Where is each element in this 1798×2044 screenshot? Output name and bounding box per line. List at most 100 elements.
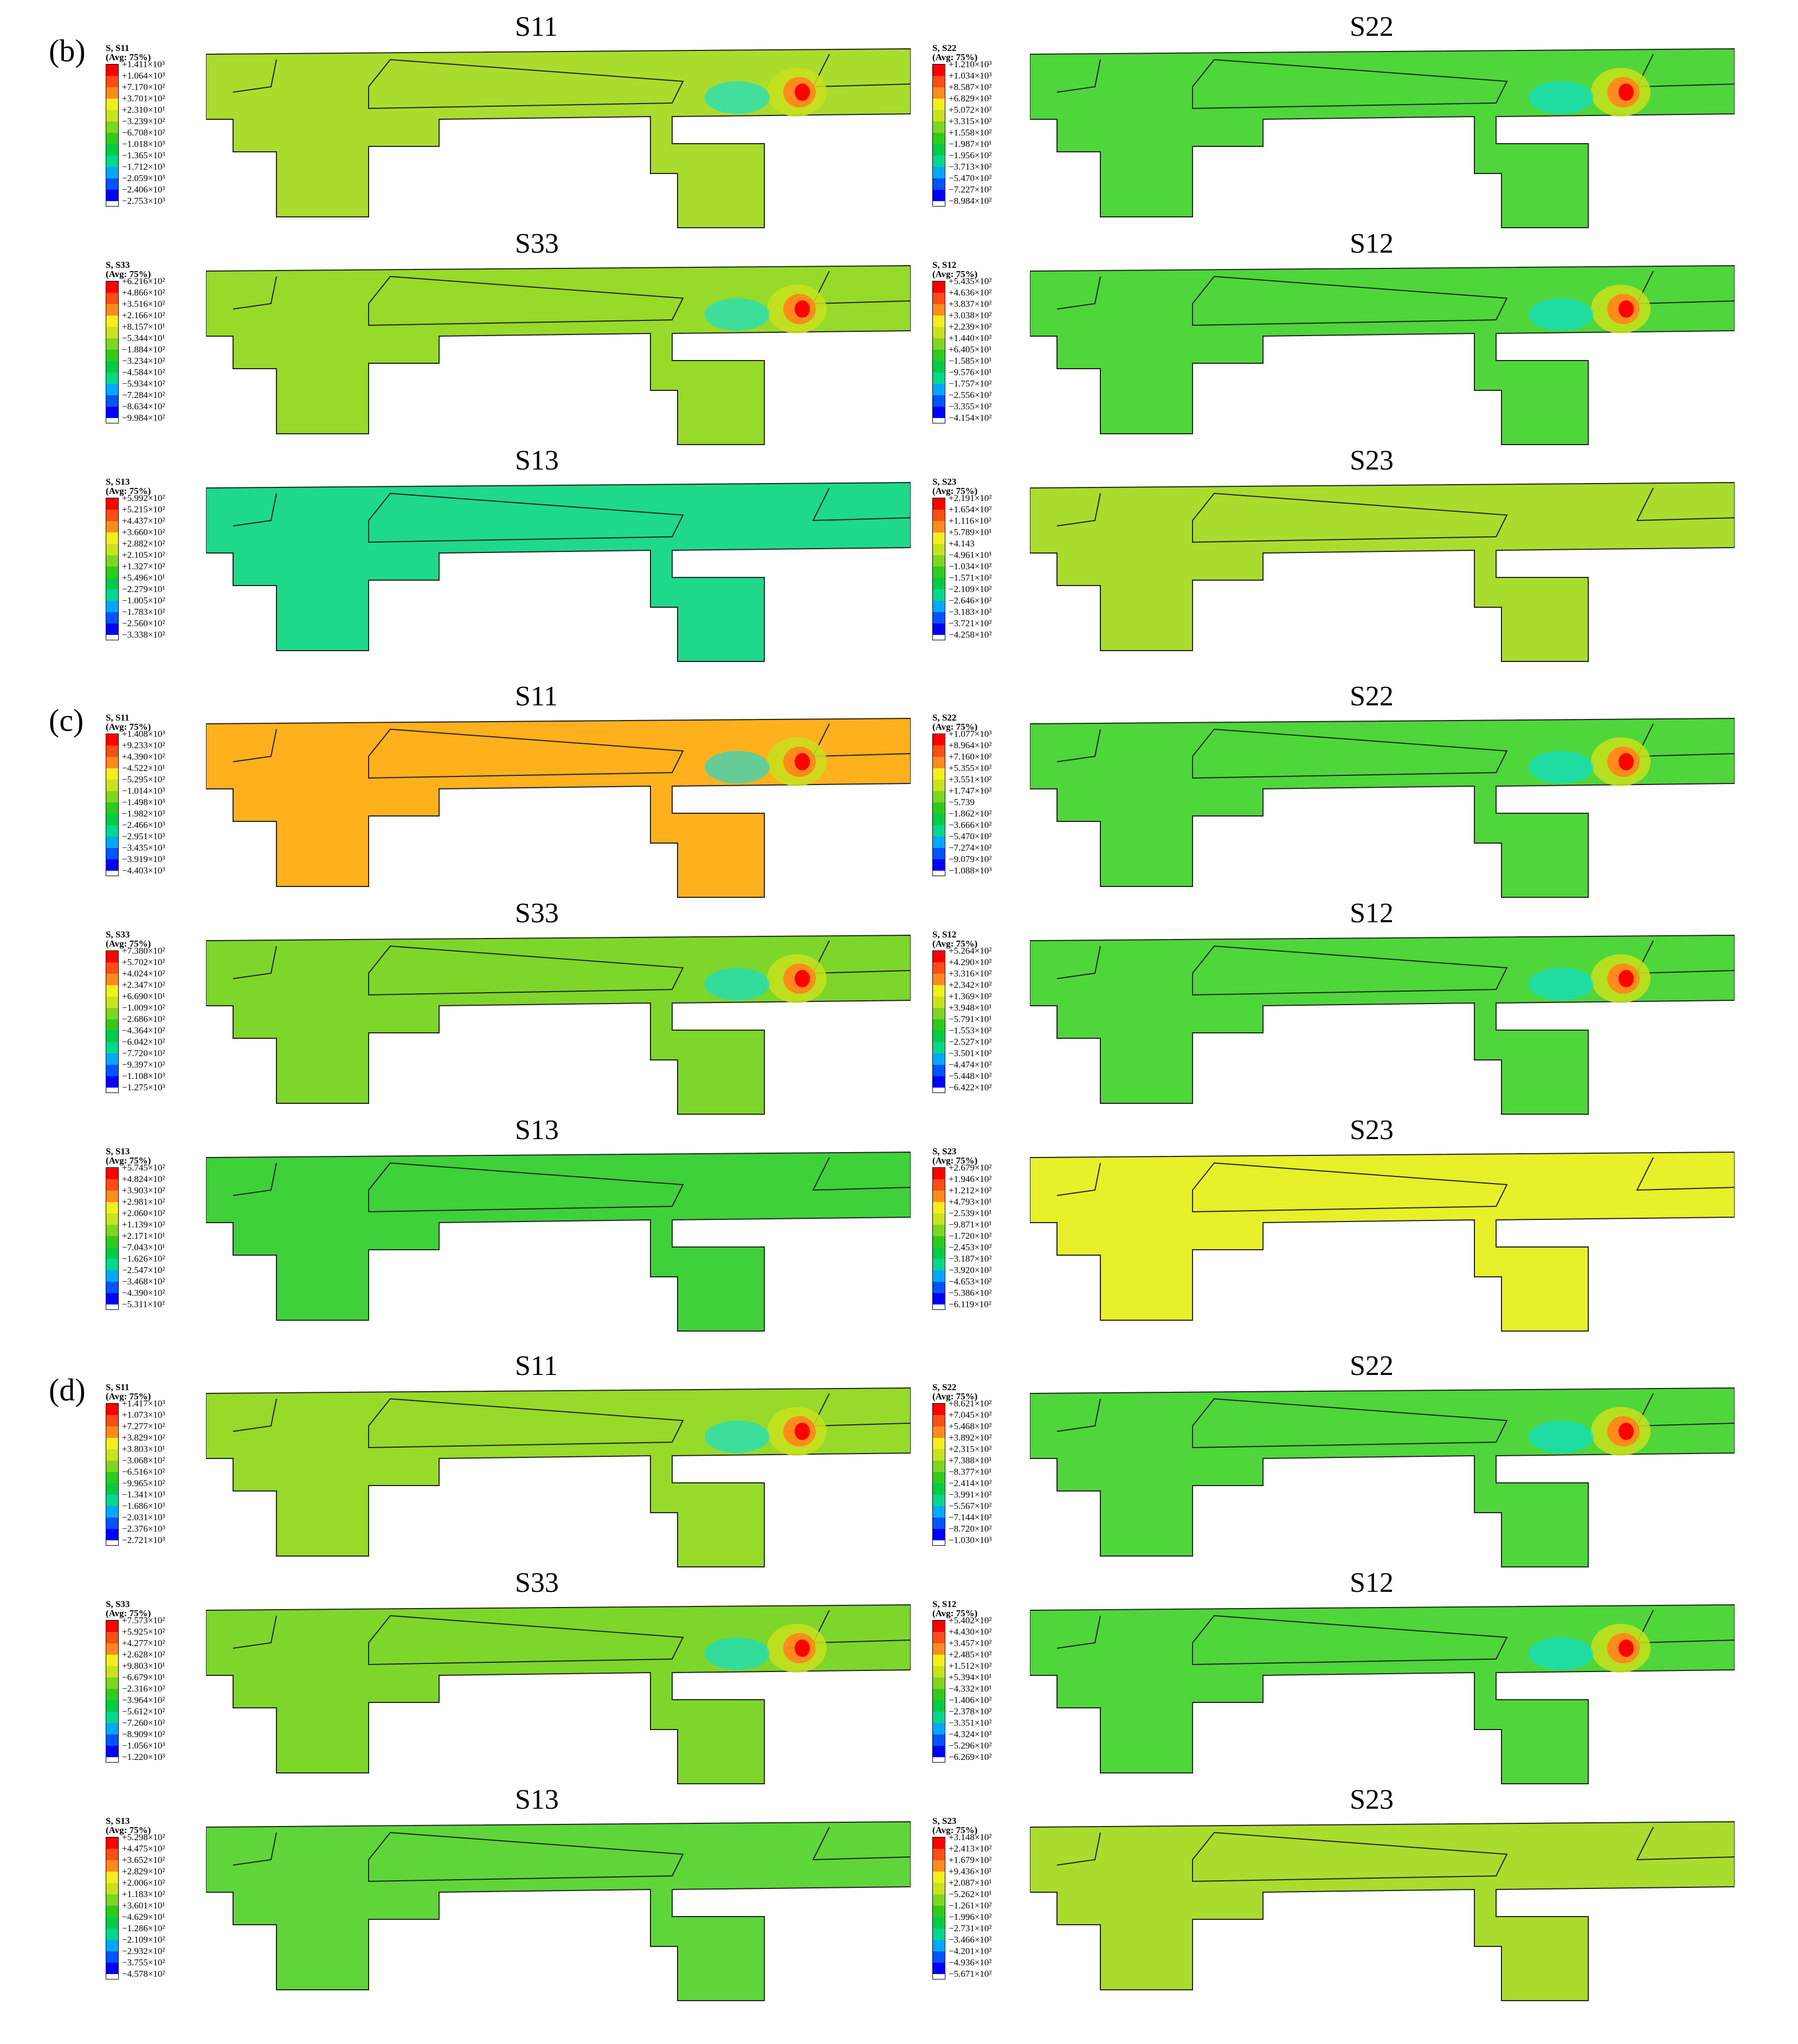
legend-tick-label: +2.105×10² bbox=[122, 550, 165, 560]
deck-outline bbox=[368, 492, 684, 543]
legend-colorbar bbox=[932, 281, 945, 423]
legend-swatch bbox=[933, 1951, 945, 1963]
section-label: (d) bbox=[49, 1372, 86, 1407]
legend-swatch bbox=[106, 1872, 118, 1883]
legend-tick-label: −3.666×10² bbox=[949, 820, 992, 830]
legend-tick-label: −3.468×10² bbox=[122, 1276, 165, 1287]
legend-swatch bbox=[106, 745, 118, 757]
contour-plot bbox=[206, 1821, 911, 2001]
panel-title: S23 bbox=[1350, 1115, 1394, 1146]
legend-tick-label: +7.160×10² bbox=[949, 751, 992, 762]
legend-swatch bbox=[106, 814, 118, 825]
legend-swatch bbox=[933, 144, 945, 156]
legend-tick-label: −7.284×10² bbox=[122, 390, 165, 400]
color-legend: S, S33 (Avg: 75%) +7.380×10² +5.702×10² +4.… bbox=[106, 930, 165, 1093]
stress-panel: S13 S, S13 (Avg: 75%) +5.298×10² +4.475×10²… bbox=[0, 1784, 911, 2001]
legend-tick-label: −2.951×10³ bbox=[122, 831, 165, 841]
legend-tick-label: −4.364×10² bbox=[122, 1025, 165, 1036]
legend-tick-label: +2.882×10² bbox=[122, 538, 165, 549]
legend-swatch bbox=[106, 510, 118, 521]
deck-outline bbox=[1192, 275, 1508, 326]
legend-swatch bbox=[106, 859, 118, 871]
legend-swatch bbox=[933, 848, 945, 859]
legend-swatch bbox=[933, 1860, 945, 1872]
legend-swatch bbox=[106, 384, 118, 395]
legend-swatch bbox=[933, 1506, 945, 1518]
legend-tick-label: −5.448×10² bbox=[949, 1071, 992, 1081]
legend-tick-label: −3.466×10² bbox=[949, 1934, 992, 1945]
legend-tick-label: +2.191×10² bbox=[949, 493, 992, 503]
stress-panel: S12 S, S12 (Avg: 75%) +5.435×10² +4.636×10²… bbox=[916, 228, 1798, 445]
legend-tick-label: −3.991×10² bbox=[949, 1489, 992, 1500]
color-legend: S, S12 (Avg: 75%) +5.402×10² +4.430×10² +3.… bbox=[932, 1599, 992, 1763]
legend-swatch bbox=[106, 1282, 118, 1293]
stress-panel: S33 S, S33 (Avg: 75%) +7.380×10² +5.702×10²… bbox=[0, 897, 911, 1115]
legend-swatch bbox=[106, 1472, 118, 1483]
legend-tick-label: +5.496×10¹ bbox=[122, 573, 165, 583]
legend-tick-label: +1.210×10³ bbox=[949, 59, 992, 69]
legend-tick-label: −1.406×10² bbox=[949, 1695, 992, 1705]
legend-heading: S, S13 (Avg: 75%) bbox=[106, 477, 151, 496]
legend-swatch bbox=[933, 121, 945, 133]
legend-swatch bbox=[933, 951, 945, 962]
legend-tick-label: −3.351×10² bbox=[949, 1718, 992, 1728]
legend-tick-label: +7.573×10² bbox=[122, 1615, 165, 1625]
legend-swatch bbox=[106, 1259, 118, 1270]
legend-tick-label: +1.512×10² bbox=[949, 1661, 992, 1671]
legend-heading: S, S33 (Avg: 75%) bbox=[106, 929, 151, 949]
stress-panel: S13 S, S13 (Avg: 75%) +5.992×10² +5.215×10²… bbox=[0, 445, 911, 662]
legend-tick-label: +4.277×10² bbox=[122, 1638, 165, 1648]
legend-swatch bbox=[933, 1076, 945, 1088]
legend-swatch bbox=[106, 1700, 118, 1712]
panel-title: S11 bbox=[515, 1351, 558, 1381]
stress-panel: S12 S, S12 (Avg: 75%) +5.264×10² +4.290×10²… bbox=[916, 897, 1798, 1115]
legend-tick-label: +1.139×10² bbox=[122, 1219, 165, 1230]
legend-tick-label: +3.316×10² bbox=[949, 968, 992, 979]
legend-swatch bbox=[106, 848, 118, 859]
legend-tick-label: −1.005×10² bbox=[122, 595, 165, 606]
stress-zone-low bbox=[1529, 751, 1594, 783]
legend-tick-label: +2.485×10² bbox=[949, 1649, 992, 1660]
legend-colorbar bbox=[106, 950, 119, 1093]
legend-tick-label: −1.862×10² bbox=[949, 808, 992, 819]
legend-swatch bbox=[106, 1042, 118, 1053]
legend-swatch bbox=[106, 327, 118, 338]
legend-swatch bbox=[106, 612, 118, 624]
legend-tick-label: −5.344×10¹ bbox=[122, 333, 165, 343]
legend-tick-label: −4.629×10¹ bbox=[122, 1912, 165, 1922]
legend-swatch bbox=[933, 1872, 945, 1883]
legend-swatch bbox=[933, 1883, 945, 1894]
legend-swatch bbox=[106, 1643, 118, 1655]
legend-tick-label: +4.024×10² bbox=[122, 968, 165, 979]
panel-title: S22 bbox=[1350, 11, 1394, 42]
legend-swatch bbox=[933, 825, 945, 837]
legend-swatch bbox=[933, 1019, 945, 1031]
stress-zone-low bbox=[1529, 1420, 1594, 1453]
legend-tick-label: −8.984×10² bbox=[949, 196, 992, 206]
legend-swatch bbox=[933, 521, 945, 532]
legend-tick-label: −2.406×10³ bbox=[122, 184, 165, 195]
legend-swatch bbox=[106, 1723, 118, 1734]
legend-colorbar bbox=[106, 1167, 119, 1310]
legend-tick-label: −4.258×10² bbox=[949, 629, 992, 640]
legend-swatch bbox=[106, 372, 118, 384]
legend-tick-label: +3.948×10¹ bbox=[949, 1002, 992, 1013]
legend-swatch bbox=[106, 1849, 118, 1860]
legend-swatch bbox=[106, 532, 118, 544]
legend-swatch bbox=[933, 1746, 945, 1757]
stress-zone-peak bbox=[1619, 83, 1634, 101]
stress-zone-low bbox=[705, 298, 770, 331]
legend-swatch bbox=[106, 1019, 118, 1031]
legend-tick-label: −9.079×10² bbox=[949, 854, 992, 864]
legend-swatch bbox=[933, 1282, 945, 1293]
legend-tick-label: +5.435×10² bbox=[949, 276, 992, 286]
legend-tick-label: −6.119×10² bbox=[949, 1299, 991, 1309]
legend-swatch bbox=[933, 1917, 945, 1929]
legend-tick-label: −2.376×10³ bbox=[122, 1524, 165, 1534]
legend-swatch bbox=[106, 589, 118, 601]
legend-tick-label: −5.296×10² bbox=[949, 1740, 992, 1751]
contour-plot bbox=[1030, 1387, 1735, 1567]
legend-tick-label: +2.166×10² bbox=[122, 310, 165, 320]
deck-outline bbox=[368, 728, 684, 779]
legend-colorbar bbox=[932, 1167, 945, 1310]
